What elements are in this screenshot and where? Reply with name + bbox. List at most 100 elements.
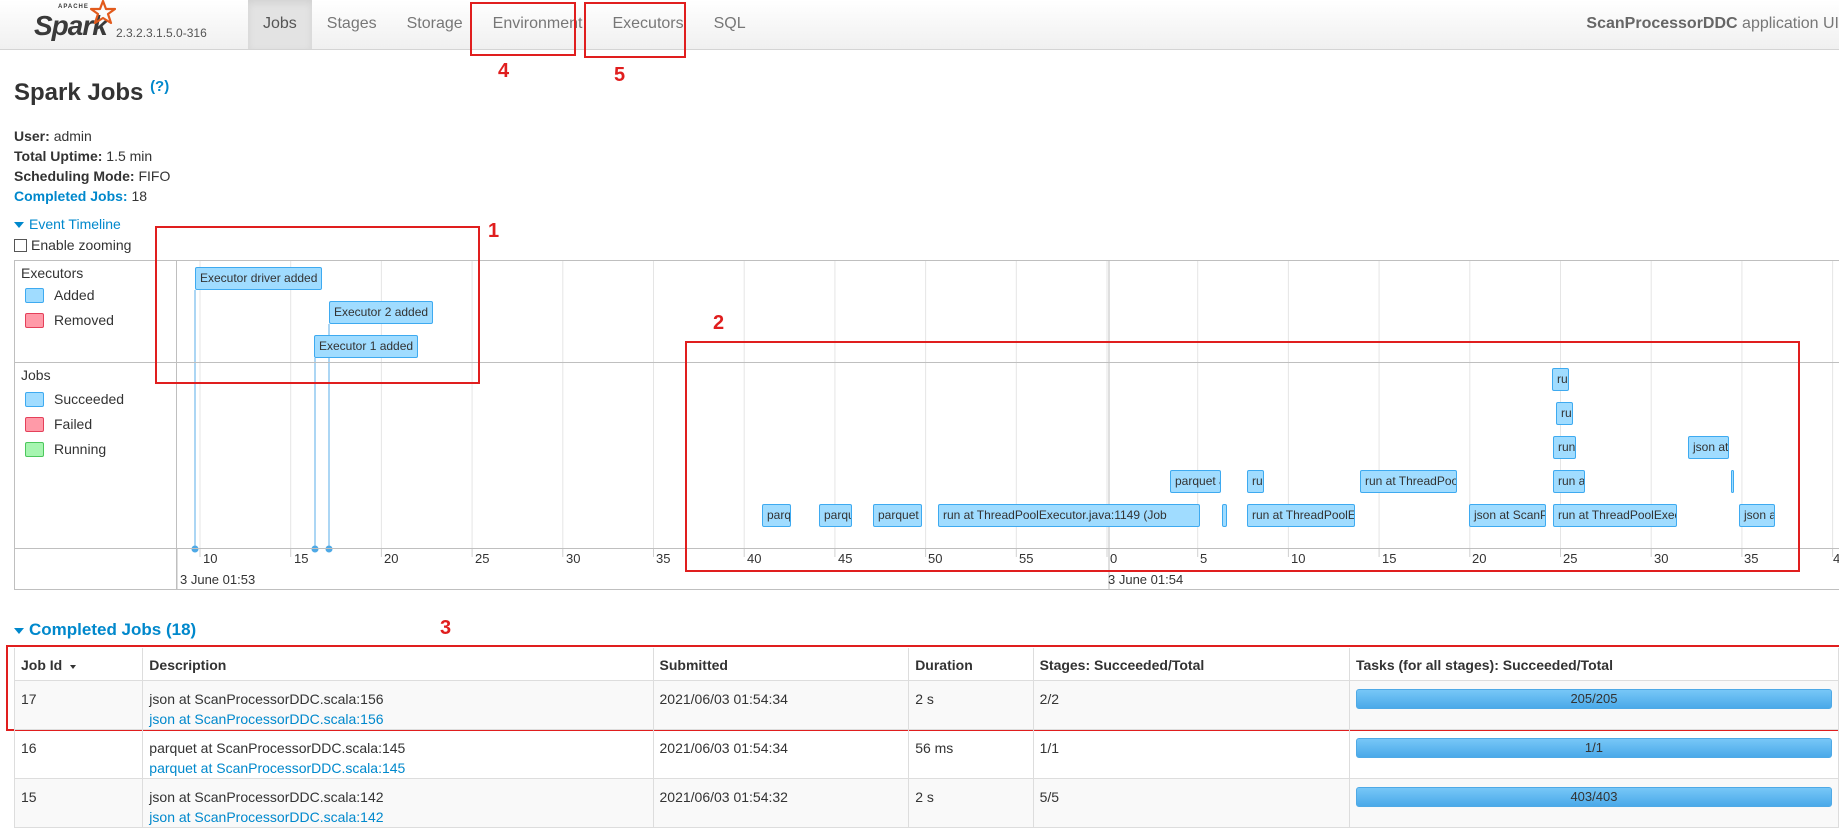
job-item[interactable]: json at ScanProcessorDDC.scala:156 bbox=[1688, 436, 1729, 459]
job-tasks: 403/403 bbox=[1348, 777, 1839, 828]
job-item[interactable]: parquet at ScanProcessorDDC.scala:145 bbox=[819, 504, 852, 527]
table-row: 15 json at ScanProcessorDDC.scala:142 jso… bbox=[13, 777, 1839, 828]
tab-jobs[interactable]: Jobs bbox=[248, 0, 312, 49]
column-header-tasks[interactable]: Tasks (for all stages): Succeeded/Total bbox=[1348, 648, 1839, 681]
executor-event[interactable]: Executor driver added bbox=[195, 267, 323, 290]
axis-tick: 50 bbox=[928, 551, 943, 566]
caret-down-icon bbox=[14, 222, 24, 229]
help-link[interactable]: (?) bbox=[150, 78, 170, 95]
legend-removed: Removed bbox=[25, 312, 114, 328]
annotation-number-5: 5 bbox=[614, 64, 626, 86]
job-stages: 2/2 bbox=[1032, 679, 1350, 730]
axis-tick: 20 bbox=[384, 551, 399, 566]
tab-environment[interactable]: Environment bbox=[492, 15, 583, 32]
job-item[interactable]: parquet at ScanProcessorDDC.scala:145 bbox=[873, 504, 922, 527]
executor-event-marker-dot bbox=[325, 545, 333, 553]
job-item[interactable]: parquet at ScanProcessorDDC.scala:145 bbox=[762, 504, 791, 527]
executors-group-label: Executors bbox=[21, 265, 84, 281]
completed-jobs-link[interactable]: Completed Jobs: bbox=[14, 188, 128, 204]
nav-tabs: Jobs Stages Storage Environment Executor… bbox=[248, 0, 761, 49]
job-description: json at ScanProcessorDDC.scala:156 json a… bbox=[142, 679, 654, 730]
job-item[interactable]: run at ThreadPoolExecutor.java:1149 bbox=[1556, 402, 1573, 425]
annotation-number-2: 2 bbox=[713, 312, 725, 334]
job-item[interactable]: run at ThreadPoolExecutor.java:1149 bbox=[1247, 504, 1355, 527]
legend-running-swatch bbox=[25, 442, 44, 457]
tab-executors[interactable]: Executors bbox=[612, 15, 684, 32]
job-description-link[interactable]: parquet at ScanProcessorDDC.scala:145 bbox=[149, 759, 406, 776]
axis-major-label: 3 June 01:54 bbox=[1108, 572, 1184, 587]
job-item[interactable]: run at ThreadPoolExecutor.java:1149 bbox=[1553, 470, 1585, 493]
tasks-progress-bar: 205/205 bbox=[1355, 688, 1832, 709]
timeline-group-labels: Executors Added Removed Jobs Succeeded F… bbox=[15, 261, 177, 589]
completed-jobs-toggle[interactable]: Completed Jobs (18) bbox=[14, 620, 196, 640]
job-item[interactable]: json at ScanProcessorDDC.scala:142 bbox=[1469, 504, 1546, 527]
enable-zooming-label: Enable zooming bbox=[31, 237, 132, 253]
executor-event[interactable]: Executor 1 added bbox=[314, 335, 419, 358]
axis-tick: 20 bbox=[1472, 551, 1487, 566]
tab-stages[interactable]: Stages bbox=[326, 15, 377, 32]
job-id: 16 bbox=[13, 728, 144, 779]
executor-event[interactable]: Executor 2 added bbox=[329, 301, 434, 324]
job-item[interactable]: parquet at ScanProcessorDDC.scala:145 bbox=[1170, 470, 1221, 493]
jobs-group-label: Jobs bbox=[21, 367, 51, 383]
job-item[interactable]: run at ThreadPoolExecutor.java:1149 bbox=[1553, 504, 1677, 527]
job-duration: 56 ms bbox=[908, 728, 1034, 779]
spark-logo[interactable]: APACHE Spark 2.3.2.3.1.5.0-316 bbox=[32, 0, 232, 48]
job-stages: 1/1 bbox=[1032, 728, 1350, 779]
annotation-box-5 bbox=[584, 2, 686, 58]
job-duration: 2 s bbox=[908, 679, 1034, 730]
legend-succeeded-swatch bbox=[25, 392, 44, 407]
job-description-link[interactable]: json at ScanProcessorDDC.scala:156 bbox=[149, 710, 384, 727]
table-header-row: Job Id Description Submitted Duration St… bbox=[13, 648, 1839, 681]
column-header-submitted[interactable]: Submitted bbox=[652, 648, 910, 681]
job-item[interactable]: run at ThreadPoolExecutor.java:1149 bbox=[1553, 436, 1576, 459]
caret-down-icon bbox=[14, 627, 24, 634]
enable-zooming-checkbox[interactable] bbox=[14, 239, 27, 252]
page-title-text: Spark Jobs bbox=[14, 79, 144, 106]
logo-spark-text: Spark bbox=[34, 10, 108, 41]
legend-failed: Failed bbox=[25, 416, 92, 432]
top-navbar: APACHE Spark 2.3.2.3.1.5.0-316 Jobs Stag… bbox=[0, 0, 1839, 50]
summary-completed: Completed Jobs: 18 bbox=[14, 188, 148, 204]
column-header-duration[interactable]: Duration bbox=[908, 648, 1034, 681]
spark-star-icon bbox=[90, 0, 116, 25]
tab-sql[interactable]: SQL bbox=[713, 15, 746, 32]
legend-running: Running bbox=[25, 441, 106, 457]
axis-tick: 4 bbox=[1833, 551, 1839, 566]
summary-scheduling: Scheduling Mode: FIFO bbox=[14, 168, 171, 184]
legend-failed-swatch bbox=[25, 417, 44, 432]
column-header-description[interactable]: Description bbox=[142, 648, 654, 681]
job-id: 15 bbox=[13, 777, 144, 828]
axis-tick: 30 bbox=[1654, 551, 1669, 566]
annotation-box-4 bbox=[470, 2, 576, 56]
spark-version: 2.3.2.3.1.5.0-316 bbox=[116, 26, 207, 40]
event-timeline[interactable]: Executors Added Removed Jobs Succeeded F… bbox=[14, 260, 1839, 590]
job-id: 17 bbox=[13, 679, 144, 730]
axis-tick: 5 bbox=[1200, 551, 1208, 566]
job-item[interactable] bbox=[1731, 470, 1734, 493]
job-description-link[interactable]: json at ScanProcessorDDC.scala:142 bbox=[149, 808, 384, 825]
job-item[interactable] bbox=[1222, 504, 1227, 527]
job-tasks: 1/1 bbox=[1348, 728, 1839, 779]
job-item[interactable]: json at ScanProcessorDDC.scala:156 bbox=[1739, 504, 1775, 527]
tasks-progress-bar: 403/403 bbox=[1355, 786, 1832, 807]
logo-apache-text: APACHE bbox=[58, 4, 89, 10]
job-item[interactable]: run at ThreadPoolExecutor.java:1149 bbox=[1552, 368, 1569, 391]
axis-tick: 15 bbox=[1382, 551, 1397, 566]
axis-tick: 15 bbox=[294, 551, 309, 566]
executor-event-marker-dot bbox=[311, 545, 319, 553]
job-item[interactable]: run at ThreadPoolExecutor.java:1149 bbox=[1360, 470, 1457, 493]
axis-tick: 45 bbox=[838, 551, 853, 566]
axis-tick: 0 bbox=[1110, 551, 1118, 566]
column-header-job-id[interactable]: Job Id bbox=[13, 648, 144, 681]
event-timeline-toggle[interactable]: Event Timeline bbox=[14, 216, 121, 232]
job-item[interactable]: run at ThreadPoolExecutor.java:1149 bbox=[1247, 470, 1264, 493]
axis-tick: 55 bbox=[1019, 551, 1034, 566]
job-description: json at ScanProcessorDDC.scala:142 json a… bbox=[142, 777, 654, 828]
timeline-axis-line bbox=[15, 548, 1839, 549]
job-submitted: 2021/06/03 01:54:32 bbox=[652, 777, 910, 828]
tab-storage[interactable]: Storage bbox=[406, 15, 463, 32]
job-item[interactable]: run at ThreadPoolExecutor.java:1149 (Job bbox=[938, 504, 1200, 527]
column-header-stages[interactable]: Stages: Succeeded/Total bbox=[1032, 648, 1350, 681]
axis-tick: 25 bbox=[1563, 551, 1578, 566]
